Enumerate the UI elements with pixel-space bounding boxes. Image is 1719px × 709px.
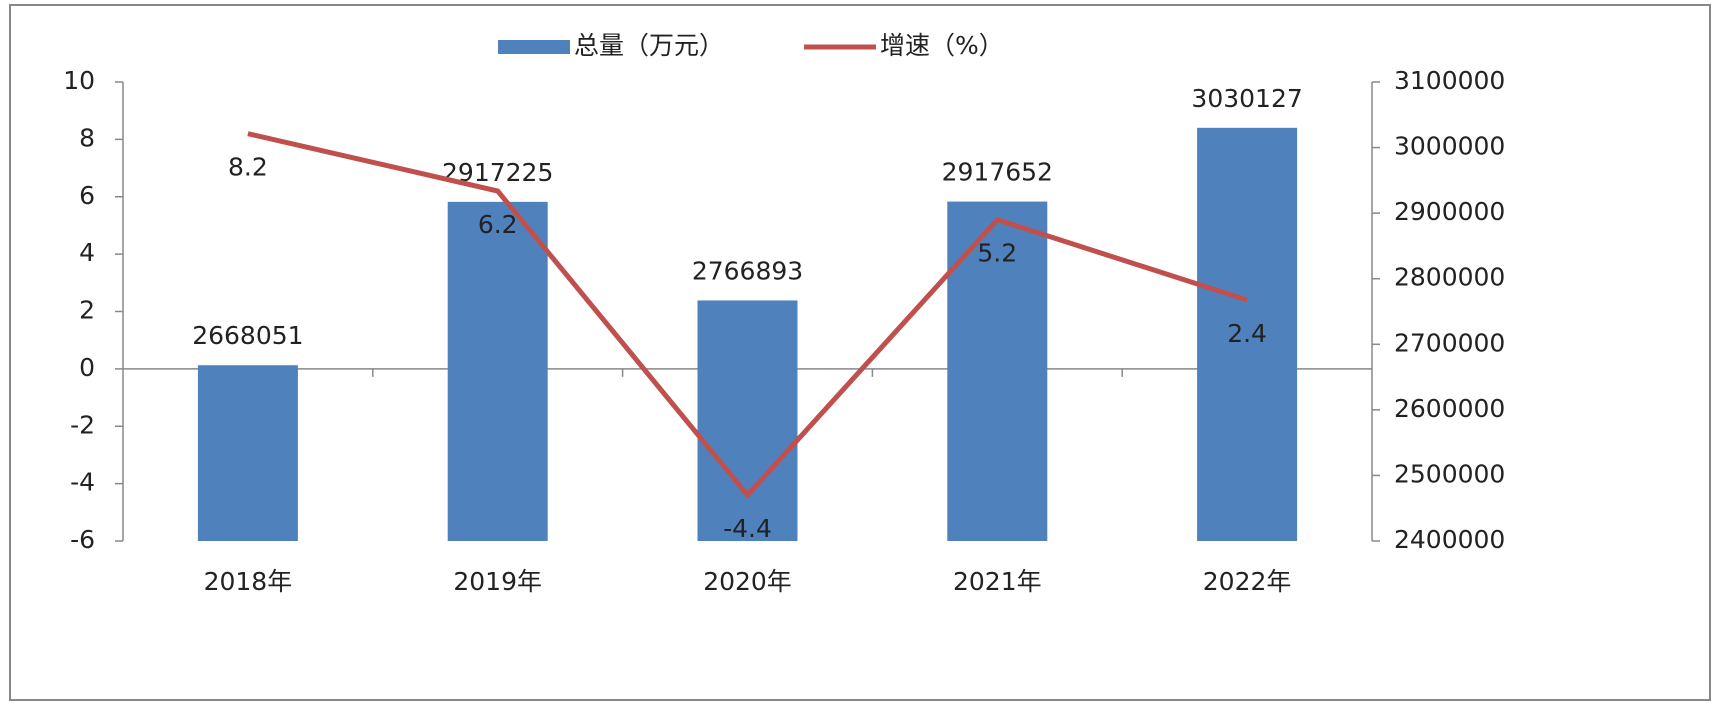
y-tick-label: 10 (63, 66, 95, 95)
line-value-label: 2.4 (1227, 319, 1267, 348)
line (247, 131, 1248, 499)
y-tick-label: 2 (79, 296, 95, 325)
y-tick-label: -2 (70, 410, 95, 439)
y2-tick-label: 2800000 (1394, 263, 1505, 292)
line-value-label: -4.4 (723, 514, 772, 543)
line-value-label: 6.2 (478, 210, 518, 239)
legend-label: 总量（万元） (574, 31, 724, 60)
bar-value-label: 3030127 (1191, 84, 1302, 113)
bar (1197, 127, 1298, 542)
y2-tick-label: 2700000 (1394, 328, 1505, 357)
line-value-label: 8.2 (228, 153, 268, 182)
bar (697, 300, 798, 541)
bar (197, 365, 298, 541)
y-tick-label: 4 (79, 238, 95, 267)
legend-swatch (498, 40, 570, 54)
bar-value-label: 2668051 (192, 321, 303, 350)
line-value-label: 5.2 (977, 239, 1017, 268)
y2-tick-label: 2500000 (1394, 459, 1505, 488)
y-tick-label: 0 (79, 353, 95, 382)
bar (447, 201, 548, 541)
x-tick-label: 2022年 (1203, 567, 1292, 596)
y-tick-label: -4 (70, 468, 95, 497)
x-tick-label: 2018年 (204, 567, 293, 596)
y-tick-label: 8 (79, 123, 95, 152)
legend-label: 增速（%） (880, 31, 1004, 60)
bar-value-label: 2766893 (692, 256, 803, 285)
x-tick-label: 2020年 (703, 567, 792, 596)
chart-frame (9, 4, 1711, 701)
x-tick-label: 2019年 (453, 567, 542, 596)
y2-tick-label: 2600000 (1394, 394, 1505, 423)
y2-tick-label: 3000000 (1394, 132, 1505, 161)
bar-value-label: 2917652 (942, 158, 1053, 187)
y-tick-label: 6 (79, 181, 95, 210)
y-tick-label: -6 (70, 525, 95, 554)
x-tick-label: 2021年 (953, 567, 1042, 596)
y2-tick-label: 2400000 (1394, 525, 1505, 554)
y2-tick-label: 3100000 (1394, 66, 1505, 95)
y2-tick-label: 2900000 (1394, 197, 1505, 226)
